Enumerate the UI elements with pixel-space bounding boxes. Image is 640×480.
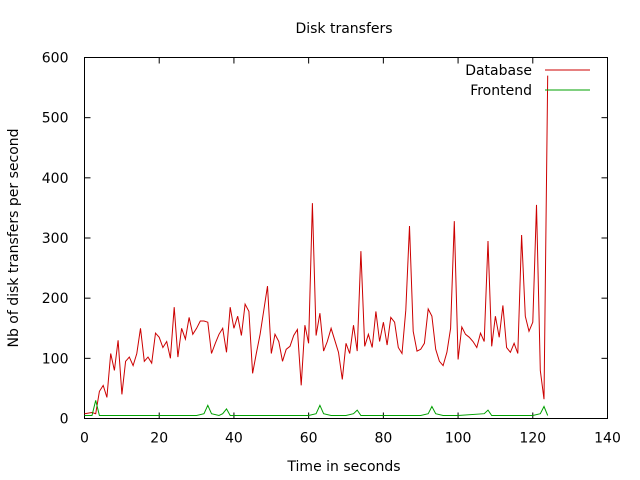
x-tick-label: 0 [80,431,89,447]
x-axis-ticks: 0 20 40 60 80 100 120 140 [80,57,621,447]
series-line-database [84,75,549,415]
y-tick-label: 300 [42,231,69,247]
y-axis-label: Nb of disk transfers per second [6,128,22,347]
y-tick-label: 100 [42,351,69,367]
x-axis-label: Time in seconds [286,459,400,475]
x-tick-label: 60 [300,431,318,447]
legend-label-database: Database [465,63,532,79]
y-axis-ticks: 0 100 200 300 400 500 600 [42,51,608,428]
x-tick-label: 80 [374,431,392,447]
series-layer [84,75,549,417]
x-tick-label: 40 [225,431,243,447]
plot-frame [84,57,608,419]
y-tick-label: 500 [42,111,69,127]
series-line-frontend [84,400,549,417]
legend: Database Frontend [465,63,590,99]
y-tick-label: 400 [42,171,69,187]
x-tick-label: 20 [150,431,168,447]
x-tick-label: 120 [519,431,546,447]
legend-label-frontend: Frontend [470,83,532,99]
y-tick-label: 0 [60,412,69,428]
y-tick-label: 200 [42,291,69,307]
x-tick-label: 140 [594,431,621,447]
x-tick-label: 100 [445,431,472,447]
chart-title: Disk transfers [295,21,392,37]
y-tick-label: 600 [42,51,69,67]
